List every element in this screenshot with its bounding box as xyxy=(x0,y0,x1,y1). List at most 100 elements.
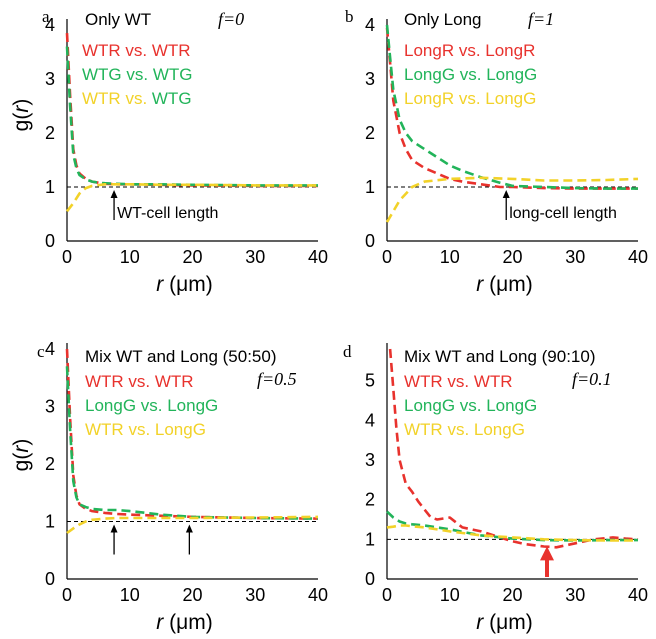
legend-entry-part: WTR vs. WTR xyxy=(404,372,513,391)
panel-title: Mix WT and Long (90:10) xyxy=(404,347,596,366)
legend-entry-part: LongG xyxy=(485,89,536,108)
legend-entry: LongR vs. LongR xyxy=(404,41,535,60)
y-tick-label: 1 xyxy=(45,512,55,532)
x-tick-label: 30 xyxy=(245,585,265,605)
x-tick-label: 30 xyxy=(565,585,585,605)
panel-letter: c xyxy=(37,342,45,361)
x-tick-label: 30 xyxy=(245,247,265,267)
legend-entry-part: WTR xyxy=(404,420,443,439)
legend-entry: WTG vs. WTG xyxy=(82,65,192,84)
x-tick-label: 0 xyxy=(62,247,72,267)
legend-entry-part: vs. xyxy=(454,89,485,108)
panel-letter: b xyxy=(345,7,354,26)
annotation-arrow-head xyxy=(502,190,510,198)
legend-entry-part: LongG xyxy=(155,420,206,439)
series-line-green xyxy=(65,366,319,520)
x-axis-label-unit: (μm) xyxy=(489,273,533,296)
annotation-arrow-head xyxy=(540,546,555,561)
x-tick-label: 10 xyxy=(120,247,140,267)
y-tick-label: 2 xyxy=(365,490,375,510)
series-line-green xyxy=(385,24,638,190)
x-tick-label: 40 xyxy=(308,585,328,605)
f-label: f=0.5 xyxy=(257,369,297,389)
legend-entry-part: WTR vs. WTR xyxy=(85,372,194,391)
x-tick-label: 0 xyxy=(382,247,392,267)
x-tick-label: 20 xyxy=(502,247,522,267)
annotation-arrow-head xyxy=(185,524,193,533)
y-axis-label: g(r) xyxy=(10,439,33,472)
y-tick-label: 4 xyxy=(45,339,55,359)
y-axis-label-r: r xyxy=(10,105,33,113)
annotation-label: WT-cell length xyxy=(117,205,218,222)
annotation-label: long-cell length xyxy=(509,205,617,222)
series-line-yellow xyxy=(65,183,318,213)
series-line-green xyxy=(65,46,318,187)
f-label: f=0 xyxy=(218,9,244,29)
y-axis-label-close: ) xyxy=(10,99,33,106)
legend-entry-part: LongR vs. LongR xyxy=(404,41,535,60)
y-tick-label: 2 xyxy=(45,454,55,474)
x-tick-label: 40 xyxy=(628,247,648,267)
legend-entry-part: LongG vs. LongG xyxy=(404,65,537,84)
panel-letter: d xyxy=(343,342,352,361)
x-tick-label: 20 xyxy=(502,585,522,605)
x-tick-label: 0 xyxy=(62,585,72,605)
panel-d: d 0 1 2 3 4 5 0 10 20 30 40 r (μm) Mix WT and Long (9… xyxy=(343,342,648,634)
legend-entry: LongR vs. LongG xyxy=(404,89,536,108)
y-tick-label: 3 xyxy=(45,69,55,89)
y-tick-label: 0 xyxy=(45,231,55,251)
x-tick-label: 20 xyxy=(182,247,202,267)
x-tick-label: 40 xyxy=(308,247,328,267)
legend-entry-part: LongG vs. LongG xyxy=(404,396,537,415)
legend-entry-part: LongG xyxy=(474,420,525,439)
x-axis-label: r (μm) xyxy=(156,273,212,296)
series-line-yellow xyxy=(385,176,639,223)
y-tick-label: 0 xyxy=(365,231,375,251)
x-axis-label-var: r xyxy=(156,273,169,296)
legend-entry-part: vs. xyxy=(121,89,152,108)
panel-title: Only WT xyxy=(85,10,151,29)
legend-entry: WTR vs. WTG xyxy=(82,89,192,108)
legend-entry-part: vs. xyxy=(443,420,474,439)
y-tick-label: 4 xyxy=(365,410,375,430)
y-axis-label: g(r) xyxy=(10,99,33,132)
f-label: f=1 xyxy=(528,9,554,29)
x-tick-label: 10 xyxy=(440,585,460,605)
x-axis-label-var: r xyxy=(476,273,489,296)
series-line-yellow xyxy=(386,524,638,542)
x-tick-label: 0 xyxy=(382,585,392,605)
panel-letter: a xyxy=(42,7,50,26)
x-tick-label: 30 xyxy=(565,247,585,267)
y-axis-label-close: ) xyxy=(10,439,33,446)
y-tick-label: 0 xyxy=(365,569,375,589)
legend-entry-part: WTR xyxy=(82,89,121,108)
y-tick-label: 3 xyxy=(45,397,55,417)
legend-entry-part: WTR vs. WTR xyxy=(82,41,191,60)
legend-entry: WTR vs. LongG xyxy=(404,420,525,439)
panel-title: Mix WT and Long (50:50) xyxy=(85,347,277,366)
y-tick-label: 3 xyxy=(365,69,375,89)
y-tick-label: 2 xyxy=(365,123,375,143)
y-tick-label: 1 xyxy=(365,177,375,197)
legend-entry: LongG vs. LongG xyxy=(404,396,537,415)
legend-entry-part: WTG vs. WTG xyxy=(82,65,192,84)
x-axis-label-unit: (μm) xyxy=(169,611,213,634)
y-axis-label-r: r xyxy=(10,445,33,453)
annotation-arrow-head xyxy=(110,524,118,533)
x-axis-label-var: r xyxy=(476,611,489,634)
y-tick-label: 4 xyxy=(45,15,55,35)
y-tick-label: 2 xyxy=(45,123,55,143)
annotation-arrow-head xyxy=(110,190,118,198)
legend-entry: WTR vs. WTR xyxy=(404,372,513,391)
legend-entry-part: vs. xyxy=(124,420,155,439)
f-label: f=0.1 xyxy=(572,369,612,389)
y-tick-label: 5 xyxy=(365,371,375,391)
y-tick-label: 4 xyxy=(365,15,375,35)
x-axis-label: r (μm) xyxy=(476,611,532,634)
legend-entry: LongG vs. LongG xyxy=(404,65,537,84)
y-axis-label-g: g( xyxy=(10,453,33,472)
